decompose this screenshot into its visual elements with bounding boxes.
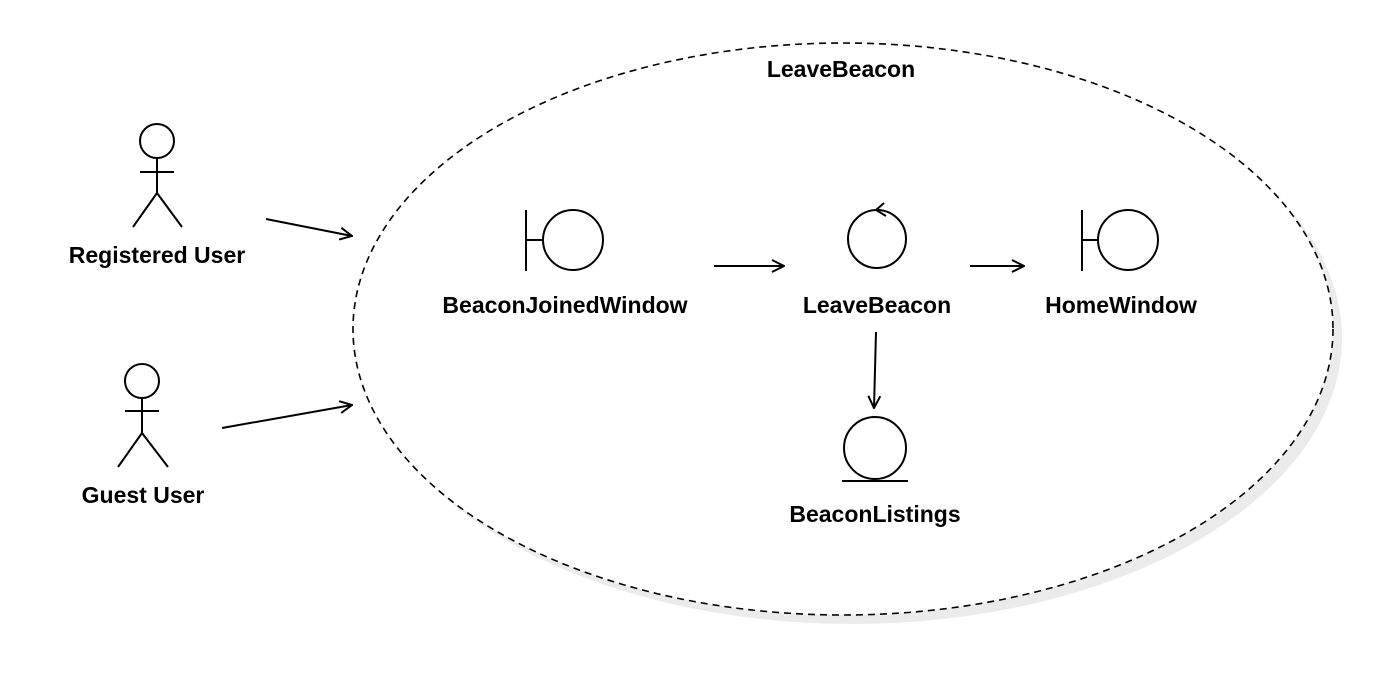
boundary-icon (525, 209, 604, 271)
use-case-title: LeaveBeacon (767, 56, 915, 82)
element-label: LeaveBeacon (803, 292, 951, 318)
entity-icon (842, 416, 908, 482)
association-registered-user (265, 218, 352, 236)
boundary-home-window[interactable]: HomeWindow (1045, 209, 1197, 318)
element-label: HomeWindow (1045, 292, 1197, 318)
boundary-icon (1081, 209, 1159, 271)
stick-figure-icon (132, 123, 183, 228)
boundary-beacon-joined-window[interactable]: BeaconJoinedWindow (442, 209, 688, 318)
actor-guest-user[interactable]: Guest User (82, 363, 205, 508)
actor-registered-user[interactable]: Registered User (69, 123, 245, 268)
element-label: BeaconJoinedWindow (442, 292, 687, 318)
entity-beacon-listings[interactable]: BeaconListings (789, 416, 961, 527)
use-case-ellipse[interactable] (352, 42, 1334, 616)
stick-figure-icon (117, 363, 169, 468)
control-icon (847, 202, 907, 269)
actor-label: Registered User (69, 242, 245, 268)
control-leave-beacon[interactable]: LeaveBeacon (803, 202, 951, 318)
flow-leave-beacon-to-listings (874, 331, 876, 408)
actor-label: Guest User (82, 482, 205, 508)
association-guest-user (221, 405, 352, 429)
element-label: BeaconListings (789, 501, 960, 527)
